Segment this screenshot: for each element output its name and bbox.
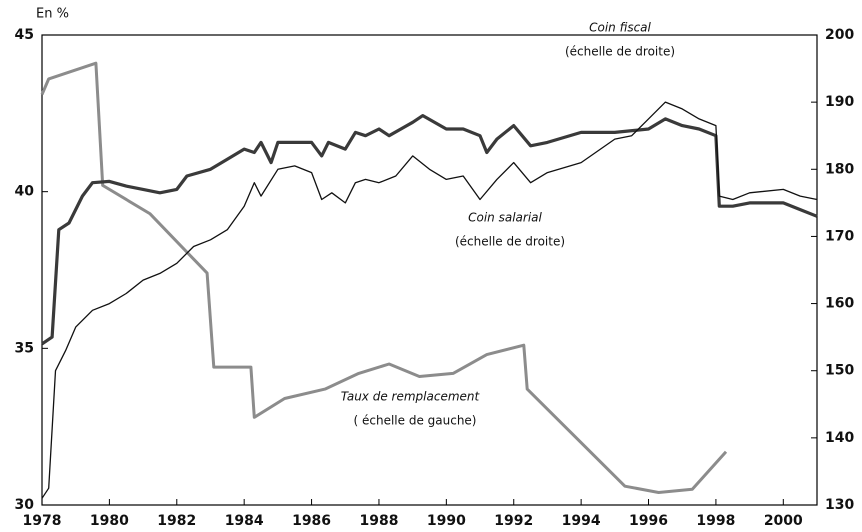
y2-tick-label: 190: [825, 94, 854, 110]
y2-tick-label: 180: [825, 161, 854, 177]
line-series: [41, 101, 818, 499]
x-tick-label: 1986: [292, 513, 331, 529]
y-axis-label: En %: [36, 7, 69, 22]
plot-frame: [41, 34, 818, 506]
annotation: Taux de remplacement: [341, 390, 481, 404]
annotation: (échelle de droite): [455, 235, 565, 249]
x-tick-label: 1978: [23, 513, 62, 529]
x-tick-label: 1992: [494, 513, 533, 529]
x-tick-label: 1994: [562, 513, 601, 529]
x-tick-label: 2000: [764, 513, 803, 529]
x-tick-label: 1980: [90, 513, 129, 529]
line-series: [41, 114, 818, 346]
x-tick-label: 1988: [359, 513, 398, 529]
y-tick-label: 45: [15, 27, 34, 43]
x-tick-label: 1984: [225, 513, 264, 529]
annotation: ( échelle de gauche): [354, 414, 477, 428]
y2-tick-label: 130: [825, 497, 854, 513]
y2-tick-label: 140: [825, 430, 854, 446]
line-series: [40, 61, 728, 494]
x-tick-label: 1982: [157, 513, 196, 529]
y-tick-label: 30: [15, 497, 35, 513]
y2-tick-label: 170: [825, 228, 854, 244]
annotation: Coin fiscal: [589, 21, 651, 35]
annotation: Coin salarial: [468, 211, 542, 225]
x-tick-label: 1996: [629, 513, 668, 529]
x-tick-label: 1990: [427, 513, 466, 529]
annotation: (échelle de droite): [565, 45, 675, 59]
y-tick-label: 35: [15, 340, 34, 356]
x-tick-label: 1998: [696, 513, 735, 529]
y2-tick-label: 160: [825, 296, 854, 312]
y2-tick-label: 200: [825, 27, 854, 43]
y2-tick-label: 150: [825, 363, 854, 379]
y-tick-label: 40: [15, 184, 35, 200]
